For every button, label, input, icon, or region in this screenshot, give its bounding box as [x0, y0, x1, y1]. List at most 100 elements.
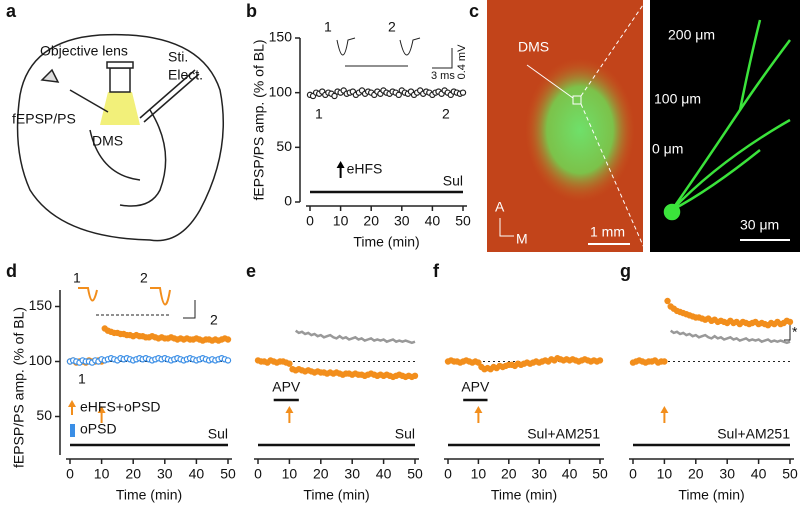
arrow-head — [336, 161, 345, 168]
significance: * — [792, 324, 798, 340]
stimulus-label: eHFS — [347, 161, 383, 177]
data-point — [596, 357, 604, 364]
schematic-label: DMS — [92, 133, 123, 149]
image-label: 1 mm — [590, 224, 625, 240]
x-tick-label: 10 — [333, 213, 349, 229]
panel-label: f — [433, 261, 440, 281]
x-tick-label: 40 — [376, 466, 392, 482]
schematic-label: Elect. — [168, 67, 203, 83]
annotation: 1 — [315, 106, 323, 122]
schematic — [16, 33, 224, 242]
y-tick-label: 50 — [36, 407, 52, 423]
pointer — [526, 64, 574, 99]
x-tick-label: 50 — [220, 466, 236, 482]
x-axis-label: Time (min) — [678, 487, 744, 503]
y-tick-label: 100 — [269, 83, 293, 99]
panel-label: a — [6, 1, 17, 21]
image-label: 0 μm — [652, 141, 683, 157]
x-tick-label: 40 — [562, 466, 578, 482]
x-tick-label: 20 — [313, 466, 329, 482]
x-tick-label: 30 — [719, 466, 735, 482]
x-tick-label: 20 — [125, 466, 141, 482]
zoom-line — [580, 1, 646, 97]
data-point — [224, 336, 232, 343]
drug-label: Sul — [395, 426, 415, 442]
data-point — [411, 372, 419, 379]
legend-swatch — [68, 400, 76, 407]
legend-swatch — [70, 424, 75, 437]
x-tick-label: 30 — [344, 466, 360, 482]
panel-label: c — [469, 1, 479, 21]
x-axis-label: Time (min) — [116, 487, 182, 503]
x-tick-label: 10 — [94, 466, 110, 482]
y-tick-label: 150 — [29, 297, 53, 313]
axis-label: M — [516, 231, 528, 247]
roi-box — [572, 95, 582, 105]
schematic-label: Objective lens — [40, 43, 128, 59]
annotation: 2 — [388, 19, 396, 35]
panel-label: e — [246, 261, 256, 281]
scale-bar — [432, 48, 453, 69]
x-tick-label: 40 — [425, 213, 441, 229]
x-tick-label: 30 — [157, 466, 173, 482]
data-point — [786, 318, 794, 326]
x-tick-label: 40 — [189, 466, 205, 482]
annotation: 1 — [324, 19, 332, 35]
annotation: 1 — [78, 371, 86, 387]
panel-label: b — [246, 1, 257, 21]
image-label: 100 μm — [654, 91, 701, 107]
trace-inset — [336, 37, 421, 67]
annotation: 1 — [73, 270, 81, 286]
data-point — [459, 89, 467, 96]
x-tick-label: 0 — [254, 466, 262, 482]
image-label: DMS — [518, 39, 549, 55]
x-axis-label: Time (min) — [491, 487, 557, 503]
y-tick-label: 50 — [276, 138, 292, 154]
annotation: 2 — [442, 106, 450, 122]
x-tick-label: 30 — [394, 213, 410, 229]
x-tick-label: 0 — [629, 466, 637, 482]
data-point — [664, 297, 671, 305]
arrow-head — [660, 406, 669, 413]
image-label: 200 μm — [668, 27, 715, 43]
arrow-head — [474, 406, 483, 413]
drug-label: Sul — [208, 426, 228, 442]
data-point — [224, 357, 232, 364]
x-axis-label: Time (min) — [303, 487, 369, 503]
panel-label: g — [620, 261, 631, 281]
green-region — [525, 58, 635, 202]
series-line — [294, 329, 416, 345]
x-axis-label: Time (min) — [353, 234, 419, 250]
x-tick-label: 50 — [782, 466, 798, 482]
series-line — [669, 329, 791, 345]
x-tick-label: 20 — [688, 466, 704, 482]
schematic-label: Sti. — [168, 49, 188, 65]
annotation: 0.4 mV — [456, 44, 468, 80]
data-point — [286, 360, 293, 367]
scale-bar — [183, 300, 196, 319]
annotation: 3 ms — [431, 70, 455, 82]
zoom-line — [580, 103, 646, 251]
schematic-label: fEPSP/PS — [12, 111, 76, 127]
x-tick-label: 20 — [501, 466, 517, 482]
x-tick-label: 50 — [592, 466, 608, 482]
y-tick-label: 100 — [29, 352, 53, 368]
x-tick-label: 10 — [282, 466, 298, 482]
x-tick-label: 20 — [363, 213, 379, 229]
x-tick-label: 50 — [455, 213, 471, 229]
x-tick-label: 10 — [471, 466, 487, 482]
x-tick-label: 50 — [407, 466, 423, 482]
annotation: 2 — [140, 270, 148, 286]
drug-label: Sul+AM251 — [717, 426, 790, 442]
annotation: 2 — [210, 312, 218, 328]
legend-label: eHFS+oPSD — [80, 399, 161, 415]
y-tick-label: 0 — [284, 193, 292, 209]
trace-inset — [78, 287, 171, 306]
drug-label: Sul — [443, 173, 463, 189]
x-tick-label: 30 — [531, 466, 547, 482]
treatment-label: APV — [461, 379, 490, 395]
axis-label: A — [495, 199, 505, 215]
x-tick-label: 0 — [306, 213, 314, 229]
x-tick-label: 0 — [66, 466, 74, 482]
